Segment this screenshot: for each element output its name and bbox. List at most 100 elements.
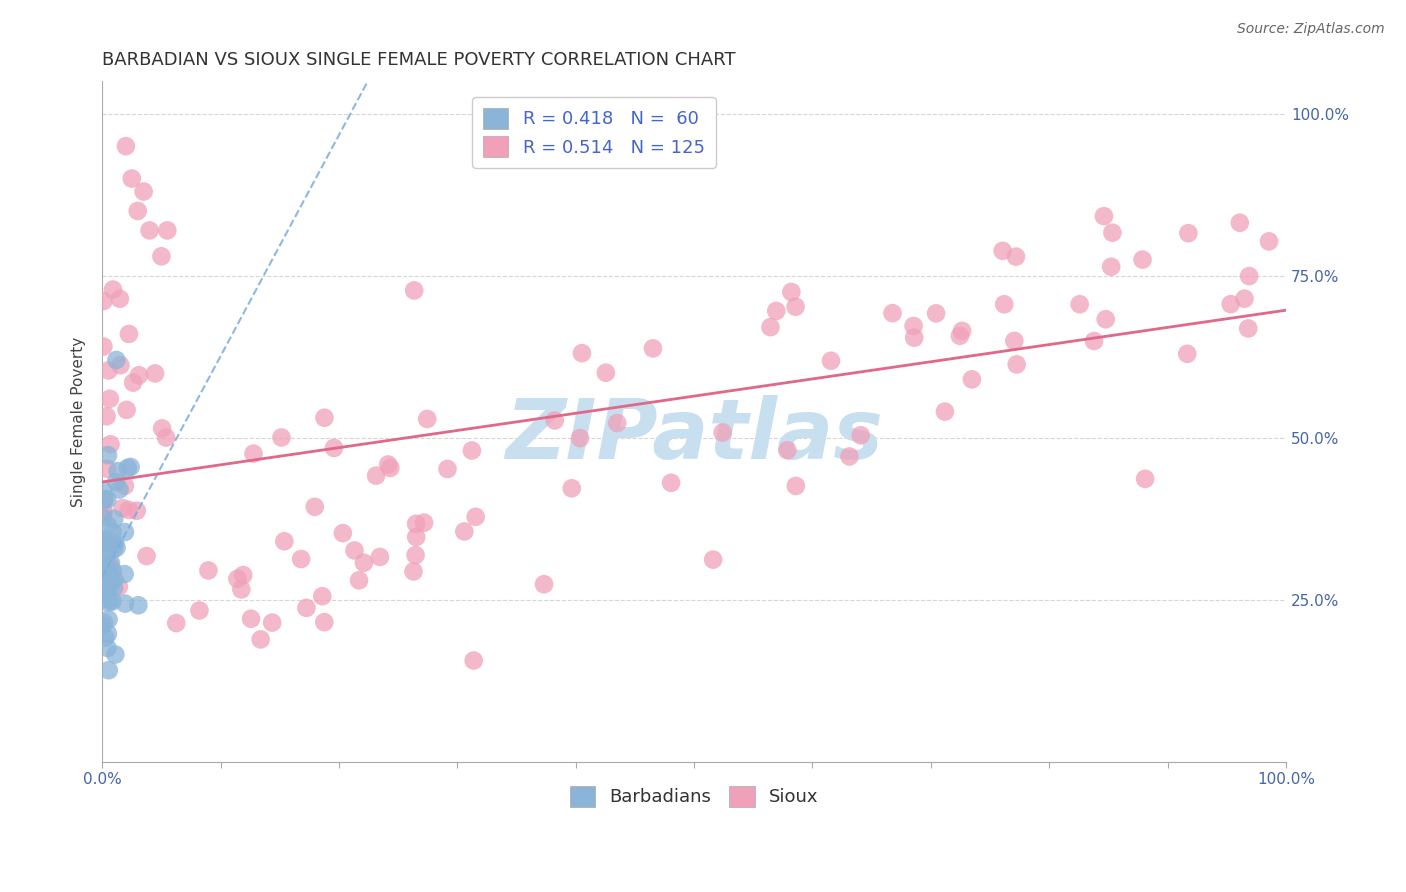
Point xyxy=(103,542,125,557)
Point xyxy=(98,593,121,607)
Point xyxy=(98,574,121,588)
Point xyxy=(882,306,904,320)
Point xyxy=(1175,347,1198,361)
Point xyxy=(96,570,118,584)
Point xyxy=(436,462,458,476)
Point xyxy=(838,450,860,464)
Point xyxy=(561,481,583,495)
Point xyxy=(93,493,115,508)
Point xyxy=(118,326,141,341)
Point xyxy=(97,566,120,581)
Point xyxy=(1233,292,1256,306)
Point xyxy=(97,626,120,640)
Point xyxy=(405,516,427,531)
Point xyxy=(295,600,318,615)
Point xyxy=(94,534,117,549)
Point xyxy=(1132,252,1154,267)
Point xyxy=(925,306,948,320)
Point xyxy=(606,416,628,430)
Point xyxy=(96,492,118,507)
Point xyxy=(103,581,125,595)
Point xyxy=(231,582,253,597)
Point xyxy=(188,603,211,617)
Point xyxy=(91,483,114,497)
Point xyxy=(105,475,128,489)
Point xyxy=(1002,334,1025,348)
Point xyxy=(711,425,734,440)
Point xyxy=(96,409,118,424)
Point xyxy=(353,556,375,570)
Point xyxy=(98,537,121,551)
Point xyxy=(115,139,138,153)
Point xyxy=(135,549,157,563)
Point xyxy=(780,285,803,299)
Point xyxy=(105,541,128,555)
Point xyxy=(1005,358,1028,372)
Point xyxy=(94,631,117,645)
Point xyxy=(98,579,121,593)
Point xyxy=(240,612,263,626)
Point xyxy=(114,524,136,539)
Point xyxy=(1094,312,1116,326)
Point xyxy=(759,320,782,334)
Point xyxy=(416,412,439,426)
Point xyxy=(595,366,617,380)
Point xyxy=(197,564,219,578)
Point xyxy=(97,363,120,377)
Point xyxy=(93,294,115,309)
Point xyxy=(108,292,131,306)
Point xyxy=(96,582,118,597)
Y-axis label: Single Female Poverty: Single Female Poverty xyxy=(72,336,86,507)
Point xyxy=(150,421,173,435)
Point xyxy=(98,392,121,406)
Point xyxy=(96,556,118,570)
Point xyxy=(765,304,787,318)
Point xyxy=(98,537,121,551)
Point xyxy=(118,503,141,517)
Point xyxy=(377,458,399,472)
Point xyxy=(404,284,426,298)
Point xyxy=(368,549,391,564)
Point xyxy=(97,595,120,609)
Point xyxy=(1092,209,1115,223)
Point xyxy=(413,516,436,530)
Point xyxy=(93,491,115,506)
Point xyxy=(776,443,799,458)
Point xyxy=(114,479,136,493)
Point xyxy=(569,431,592,445)
Point xyxy=(94,588,117,602)
Point xyxy=(128,368,150,383)
Point xyxy=(323,441,346,455)
Point xyxy=(1258,235,1281,249)
Point xyxy=(114,567,136,582)
Point xyxy=(1229,216,1251,230)
Point xyxy=(461,443,484,458)
Point xyxy=(1083,334,1105,348)
Point xyxy=(226,572,249,586)
Point xyxy=(115,402,138,417)
Point xyxy=(364,468,387,483)
Point xyxy=(343,543,366,558)
Point xyxy=(93,506,115,520)
Point xyxy=(93,549,115,563)
Point xyxy=(314,615,336,630)
Point xyxy=(314,410,336,425)
Point xyxy=(122,376,145,390)
Point xyxy=(1237,269,1260,284)
Point xyxy=(120,459,142,474)
Point xyxy=(1219,297,1241,311)
Point xyxy=(103,573,125,587)
Point xyxy=(820,353,842,368)
Point xyxy=(1069,297,1091,311)
Point xyxy=(1099,260,1122,274)
Point xyxy=(114,597,136,611)
Point xyxy=(1005,250,1028,264)
Point xyxy=(1133,472,1156,486)
Point xyxy=(533,577,555,591)
Point xyxy=(702,552,724,566)
Point xyxy=(93,533,115,548)
Point xyxy=(98,558,121,573)
Point xyxy=(1101,226,1123,240)
Point xyxy=(1237,321,1260,335)
Point xyxy=(104,536,127,550)
